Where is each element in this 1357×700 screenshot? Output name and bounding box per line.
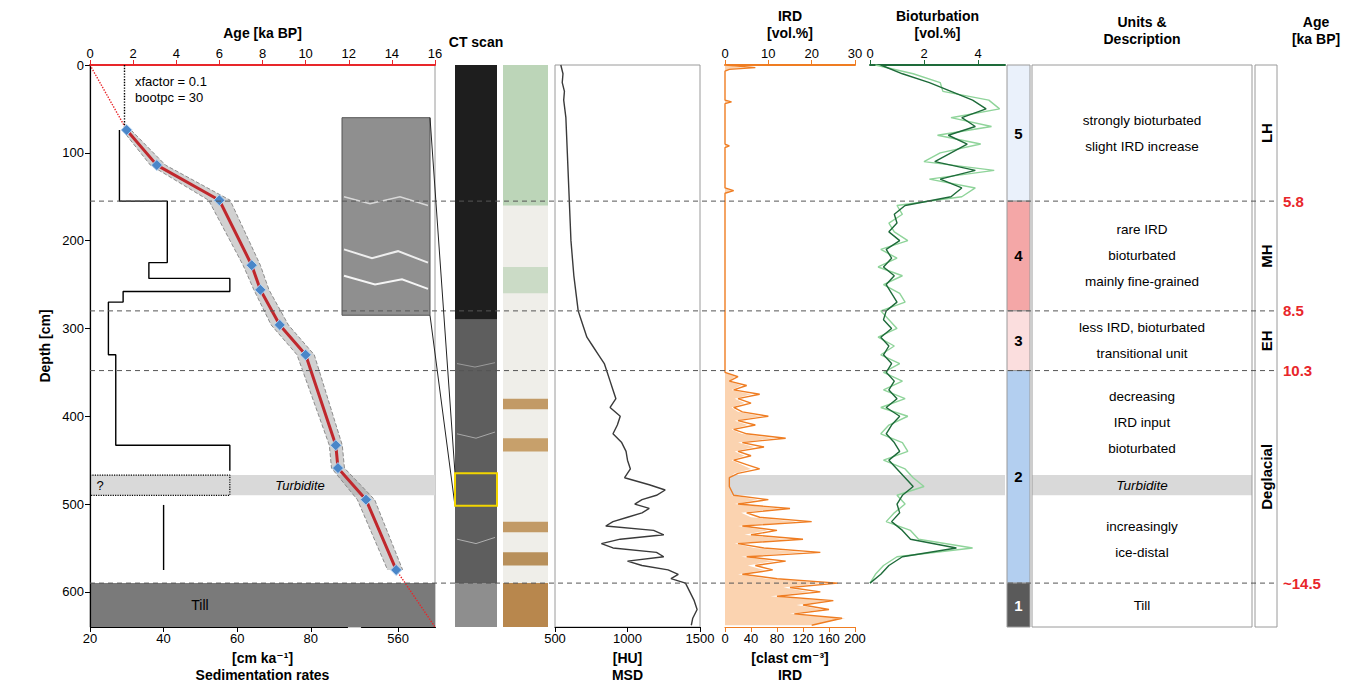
svg-text:slight IRD increase: slight IRD increase: [1085, 139, 1198, 154]
svg-text:bioturbated: bioturbated: [1108, 248, 1176, 263]
svg-text:mainly fine-grained: mainly fine-grained: [1085, 274, 1199, 289]
svg-text:560: 560: [387, 631, 409, 646]
svg-text:MH: MH: [1258, 244, 1275, 267]
svg-text:Description: Description: [1103, 31, 1180, 47]
svg-text:bioturbated: bioturbated: [1108, 441, 1176, 456]
svg-text:5: 5: [1014, 125, 1022, 142]
svg-text:160: 160: [818, 631, 840, 646]
svg-text:increasingly: increasingly: [1106, 519, 1178, 534]
svg-text:0: 0: [77, 58, 84, 73]
svg-text:10.3: 10.3: [1283, 362, 1312, 379]
svg-text:Depth [cm]: Depth [cm]: [37, 309, 53, 382]
svg-text:EH: EH: [1258, 330, 1275, 351]
svg-text:Age: Age: [1303, 14, 1330, 30]
svg-text:[cm ka⁻¹]: [cm ka⁻¹]: [232, 650, 293, 666]
svg-text:IRD: IRD: [778, 8, 802, 24]
svg-text:xfactor = 0.1: xfactor = 0.1: [135, 74, 207, 89]
svg-text:0: 0: [721, 46, 728, 61]
svg-text:8: 8: [259, 46, 266, 61]
svg-text:300: 300: [62, 321, 84, 336]
svg-text:60: 60: [230, 631, 244, 646]
svg-text:[vol.%]: [vol.%]: [767, 25, 813, 41]
svg-text:40: 40: [156, 631, 170, 646]
svg-text:Sedimentation rates: Sedimentation rates: [196, 667, 330, 683]
svg-text:2: 2: [130, 46, 137, 61]
svg-text:12: 12: [342, 46, 356, 61]
svg-text:1500: 1500: [686, 631, 715, 646]
svg-text:0: 0: [721, 631, 728, 646]
svg-text:6: 6: [216, 46, 223, 61]
svg-text:400: 400: [62, 409, 84, 424]
svg-text:500: 500: [62, 497, 84, 512]
svg-text:MSD: MSD: [612, 667, 643, 683]
svg-text:4: 4: [1014, 247, 1023, 264]
svg-text:IRD: IRD: [778, 667, 802, 683]
svg-text:10: 10: [761, 46, 775, 61]
svg-text:600: 600: [62, 584, 84, 599]
svg-text:4: 4: [173, 46, 180, 61]
svg-text:8.5: 8.5: [1283, 302, 1304, 319]
svg-text:20: 20: [804, 46, 818, 61]
svg-text:[HU]: [HU]: [613, 650, 643, 666]
svg-text:rare IRD: rare IRD: [1116, 222, 1167, 237]
svg-text:Turbidite: Turbidite: [275, 478, 325, 493]
svg-text:200: 200: [844, 631, 866, 646]
svg-text:[vol.%]: [vol.%]: [915, 25, 961, 41]
svg-text:16: 16: [428, 46, 442, 61]
svg-text:200: 200: [62, 233, 84, 248]
svg-text:40: 40: [744, 631, 758, 646]
svg-text:20: 20: [83, 631, 97, 646]
svg-text:500: 500: [544, 631, 566, 646]
svg-text:1: 1: [1014, 597, 1022, 614]
svg-text:2: 2: [920, 46, 927, 61]
svg-text:Till: Till: [1134, 598, 1151, 613]
svg-text:4: 4: [974, 46, 981, 61]
svg-text:120: 120: [792, 631, 814, 646]
svg-text:[clast cm⁻³]: [clast cm⁻³]: [751, 650, 828, 666]
svg-text:~14.5: ~14.5: [1283, 575, 1321, 592]
svg-text:3: 3: [1014, 332, 1022, 349]
svg-text:Bioturbation: Bioturbation: [896, 8, 979, 24]
svg-text:LH: LH: [1258, 123, 1275, 143]
svg-text:bootpc = 30: bootpc = 30: [135, 90, 203, 105]
svg-text:0: 0: [866, 46, 873, 61]
svg-text:Units &: Units &: [1118, 14, 1167, 30]
svg-text:1000: 1000: [613, 631, 642, 646]
svg-text:14: 14: [385, 46, 399, 61]
svg-text:10: 10: [298, 46, 312, 61]
svg-text:less IRD, bioturbated: less IRD, bioturbated: [1079, 320, 1205, 335]
svg-text:transitional unit: transitional unit: [1097, 346, 1188, 361]
svg-text:ice-distal: ice-distal: [1115, 545, 1168, 560]
svg-text:Age [ka BP]: Age [ka BP]: [223, 25, 302, 41]
svg-text:IRD input: IRD input: [1114, 415, 1171, 430]
svg-text:Deglacial: Deglacial: [1258, 444, 1275, 510]
svg-text:strongly bioturbated: strongly bioturbated: [1083, 113, 1202, 128]
svg-text:[ka BP]: [ka BP]: [1292, 31, 1340, 47]
svg-text:30: 30: [848, 46, 862, 61]
svg-text:80: 80: [304, 631, 318, 646]
svg-text:0: 0: [86, 46, 93, 61]
svg-text:2: 2: [1014, 468, 1022, 485]
svg-text:100: 100: [62, 145, 84, 160]
svg-text:Till: Till: [191, 597, 208, 613]
svg-text:?: ?: [96, 478, 103, 493]
svg-text:5.8: 5.8: [1283, 193, 1304, 210]
svg-text:80: 80: [770, 631, 784, 646]
svg-text:CT scan: CT scan: [449, 34, 503, 50]
svg-text:decreasing: decreasing: [1109, 389, 1175, 404]
svg-text:Turbidite: Turbidite: [1116, 478, 1168, 493]
